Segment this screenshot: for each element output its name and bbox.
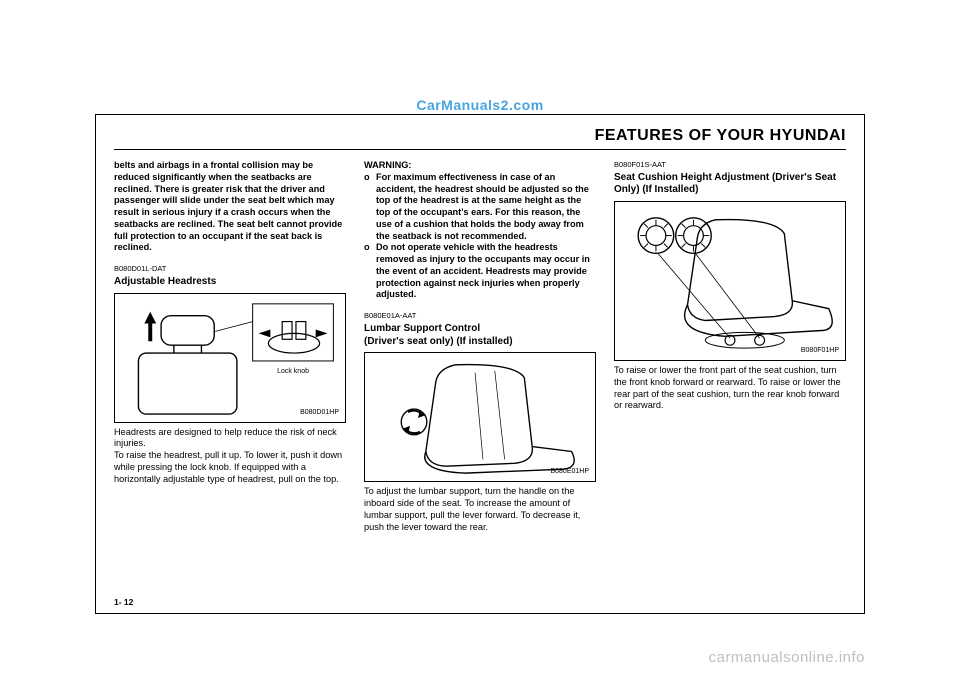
figure-headrest: Lock knob B080D01HP [114, 293, 346, 423]
column-3: B080F01S-AAT Seat Cushion Height Adjustm… [614, 160, 846, 533]
lumbar-illustration [365, 353, 595, 481]
fig2-id: B080E01HP [550, 468, 589, 477]
warn-item-1: For maximum effectiveness in case of an … [376, 172, 596, 243]
col3-subhead: Seat Cushion Height Adjustment (Driver's… [614, 172, 846, 198]
warning-list: o For maximum effectiveness in case of a… [364, 172, 596, 301]
column-1: belts and airbags in a frontal collision… [114, 160, 346, 533]
col2-code: B080E01A-AAT [364, 311, 596, 321]
col1-body: Headrests are designed to help reduce th… [114, 427, 346, 486]
warning-head: WARNING: [364, 160, 596, 172]
fig3-id: B080F01HP [801, 347, 839, 356]
col3-body: To raise or lower the front part of the … [614, 365, 846, 412]
lock-knob-label: Lock knob [277, 368, 309, 377]
watermark-bottom: carmanualsonline.info [709, 649, 865, 666]
warn-item-2: Do not operate vehicle with the headrest… [376, 242, 596, 301]
watermark-top-text: CarManuals2.com [416, 97, 543, 113]
figure-seat-height: B080F01HP [614, 201, 846, 361]
page-header: FEATURES OF YOUR HYUNDAI [114, 127, 846, 145]
header-rule [114, 149, 846, 150]
seat-height-illustration [615, 202, 845, 360]
col2-subhead: Lumbar Support Control (Driver's seat on… [364, 323, 596, 349]
list-item: o For maximum effectiveness in case of a… [364, 172, 596, 243]
manual-page: FEATURES OF YOUR HYUNDAI belts and airba… [95, 114, 865, 614]
col1-code: B080D01L-DAT [114, 264, 346, 274]
figure-lumbar: B080E01HP [364, 352, 596, 482]
page-number: 1- 12 [114, 597, 133, 607]
col1-intro: belts and airbags in a frontal collision… [114, 160, 346, 254]
col2-body: To adjust the lumbar support, turn the h… [364, 486, 596, 533]
bullet-icon: o [364, 172, 376, 243]
list-item: o Do not operate vehicle with the headre… [364, 242, 596, 301]
col1-subhead: Adjustable Headrests [114, 276, 346, 289]
column-2: WARNING: o For maximum effectiveness in … [364, 160, 596, 533]
headrest-illustration [115, 294, 345, 422]
watermark-top: CarManuals2.com [0, 97, 960, 113]
columns: belts and airbags in a frontal collision… [114, 160, 846, 533]
fig1-id: B080D01HP [300, 409, 339, 418]
bullet-icon: o [364, 242, 376, 301]
col3-code: B080F01S-AAT [614, 160, 846, 170]
